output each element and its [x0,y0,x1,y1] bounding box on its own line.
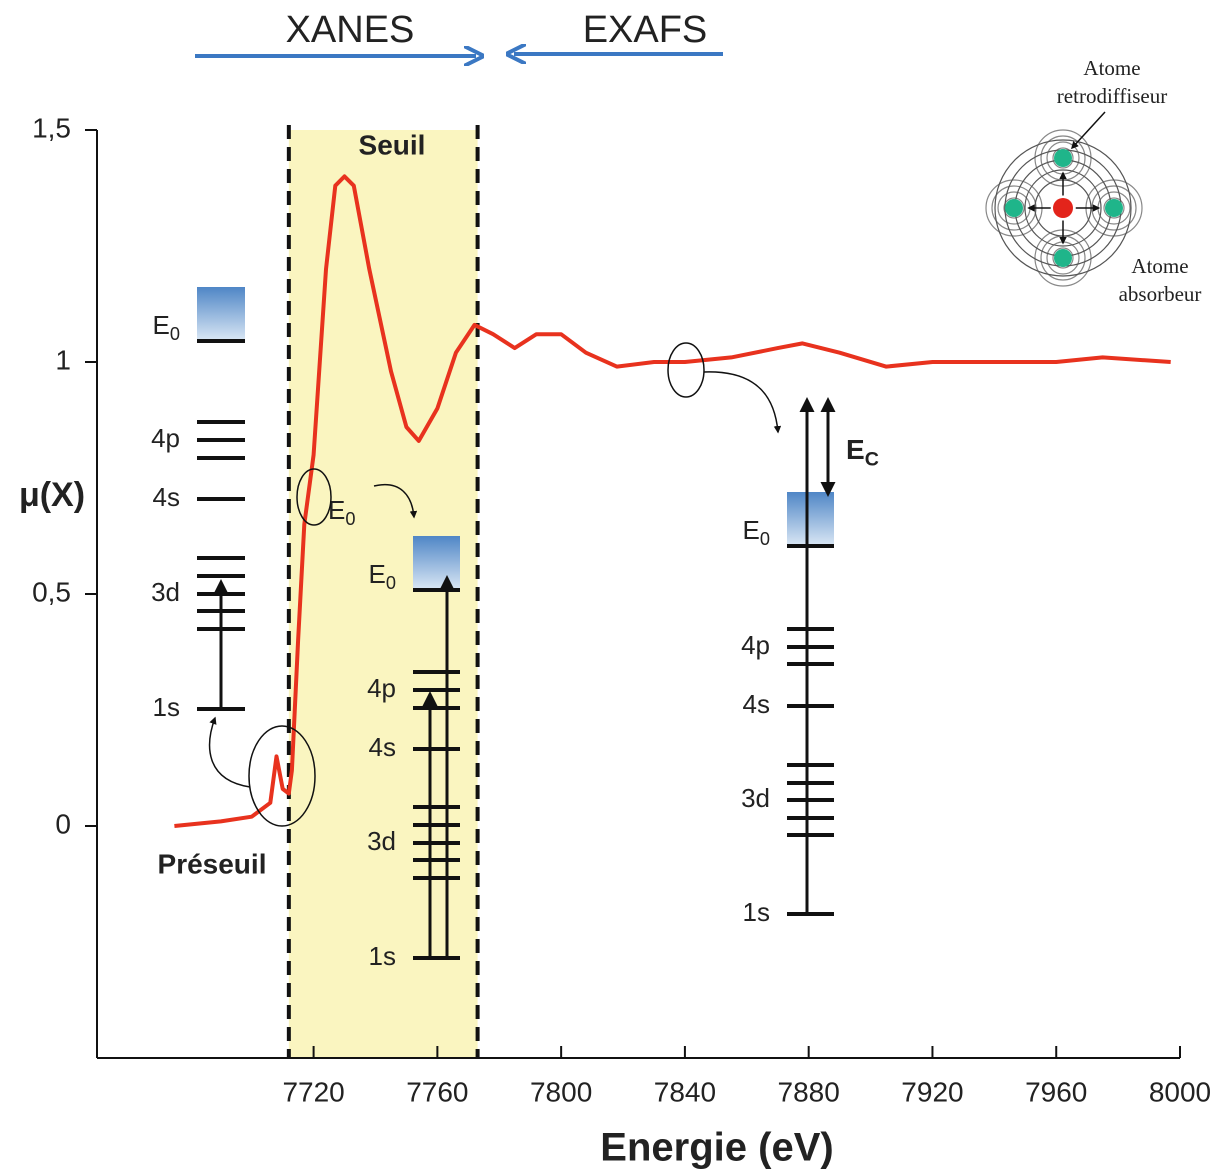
pointer-arrow [703,371,782,434]
highlight-circle [667,342,705,398]
e0-label: E0 [153,310,180,344]
level-label: 3d [367,826,396,856]
wave-ring [1003,197,1025,219]
level-label: 1s [743,897,770,927]
e0-label: E0 [743,515,770,549]
x-tick-label: 7960 [1025,1076,1087,1107]
backscatter-atom [1054,249,1072,267]
retro-pointer [1070,111,1106,150]
level-label: 3d [741,783,770,813]
pointer-arrow [208,716,251,788]
backscatter-atom [1105,199,1123,217]
e0-label-sub: 0 [170,324,180,344]
wave-ring [1052,247,1074,269]
e0-label-sub: 0 [760,529,770,549]
y-tick-label: 0,5 [32,576,71,607]
e0-label: E0 [369,559,396,593]
level-label: 4p [367,673,396,703]
xanes-label: XANES [286,9,415,51]
backscatter-atom [1054,149,1072,167]
wave-ring [1052,147,1074,169]
e0-label-sub: 0 [386,573,396,593]
y-tick-label: 0 [55,808,71,839]
absorbeur-label: absorbeur [1119,282,1202,306]
level-label: 3d [151,577,180,607]
ec-label-base: E [846,434,865,465]
level-label: 1s [153,692,180,722]
level-label: 4s [743,689,770,719]
x-tick-label: 7800 [530,1076,592,1107]
wave-ring [994,139,1132,277]
backscatter-atom [1005,199,1023,217]
wave-ring [1103,197,1125,219]
level-label: 4p [151,423,180,453]
e0-label-base: E [743,515,760,545]
y-axis-title: μ(X) [19,476,85,514]
y-tick-label: 1,5 [32,112,71,143]
highlight-circle [296,468,332,526]
level-label: 4s [369,732,396,762]
ec-label: EC [846,434,879,470]
edge-e0-label: E0 [328,495,355,529]
wave-ring [1024,169,1102,247]
x-tick-label: 7880 [778,1076,840,1107]
absorbeur-label: Atome [1131,254,1188,278]
pointer-arrow [373,484,418,519]
e0-band [787,492,834,544]
edge-e0-label-base: E [328,495,345,525]
x-tick-label: 8000 [1149,1076,1211,1107]
x-tick-label: 7760 [406,1076,468,1107]
seuil-label: Seuil [359,129,426,160]
e0-label-base: E [153,310,170,340]
x-tick-label: 7720 [282,1076,344,1107]
exafs-label: EXAFS [583,9,708,51]
level-label: 4s [153,482,180,512]
y-tick-label: 1 [55,344,71,375]
retro-label: retrodiffiseur [1057,84,1167,108]
edge-region [288,130,478,1058]
highlight-circle [248,725,316,827]
spectrum-line [174,174,1171,828]
x-axis-title: Energie (eV) [600,1126,833,1170]
level-label: 4p [741,630,770,660]
e0-band [197,287,245,339]
level-label: 1s [369,941,396,971]
x-tick-label: 7920 [901,1076,963,1107]
absorber-atom [1053,198,1073,218]
ec-label-sub: C [865,449,879,471]
edge-e0-label-sub: 0 [345,509,355,529]
preseuil-label: Préseuil [158,848,267,879]
e0-band [413,536,460,588]
e0-label-base: E [369,559,386,589]
x-tick-label: 7840 [654,1076,716,1107]
retro-label: Atome [1083,56,1140,80]
